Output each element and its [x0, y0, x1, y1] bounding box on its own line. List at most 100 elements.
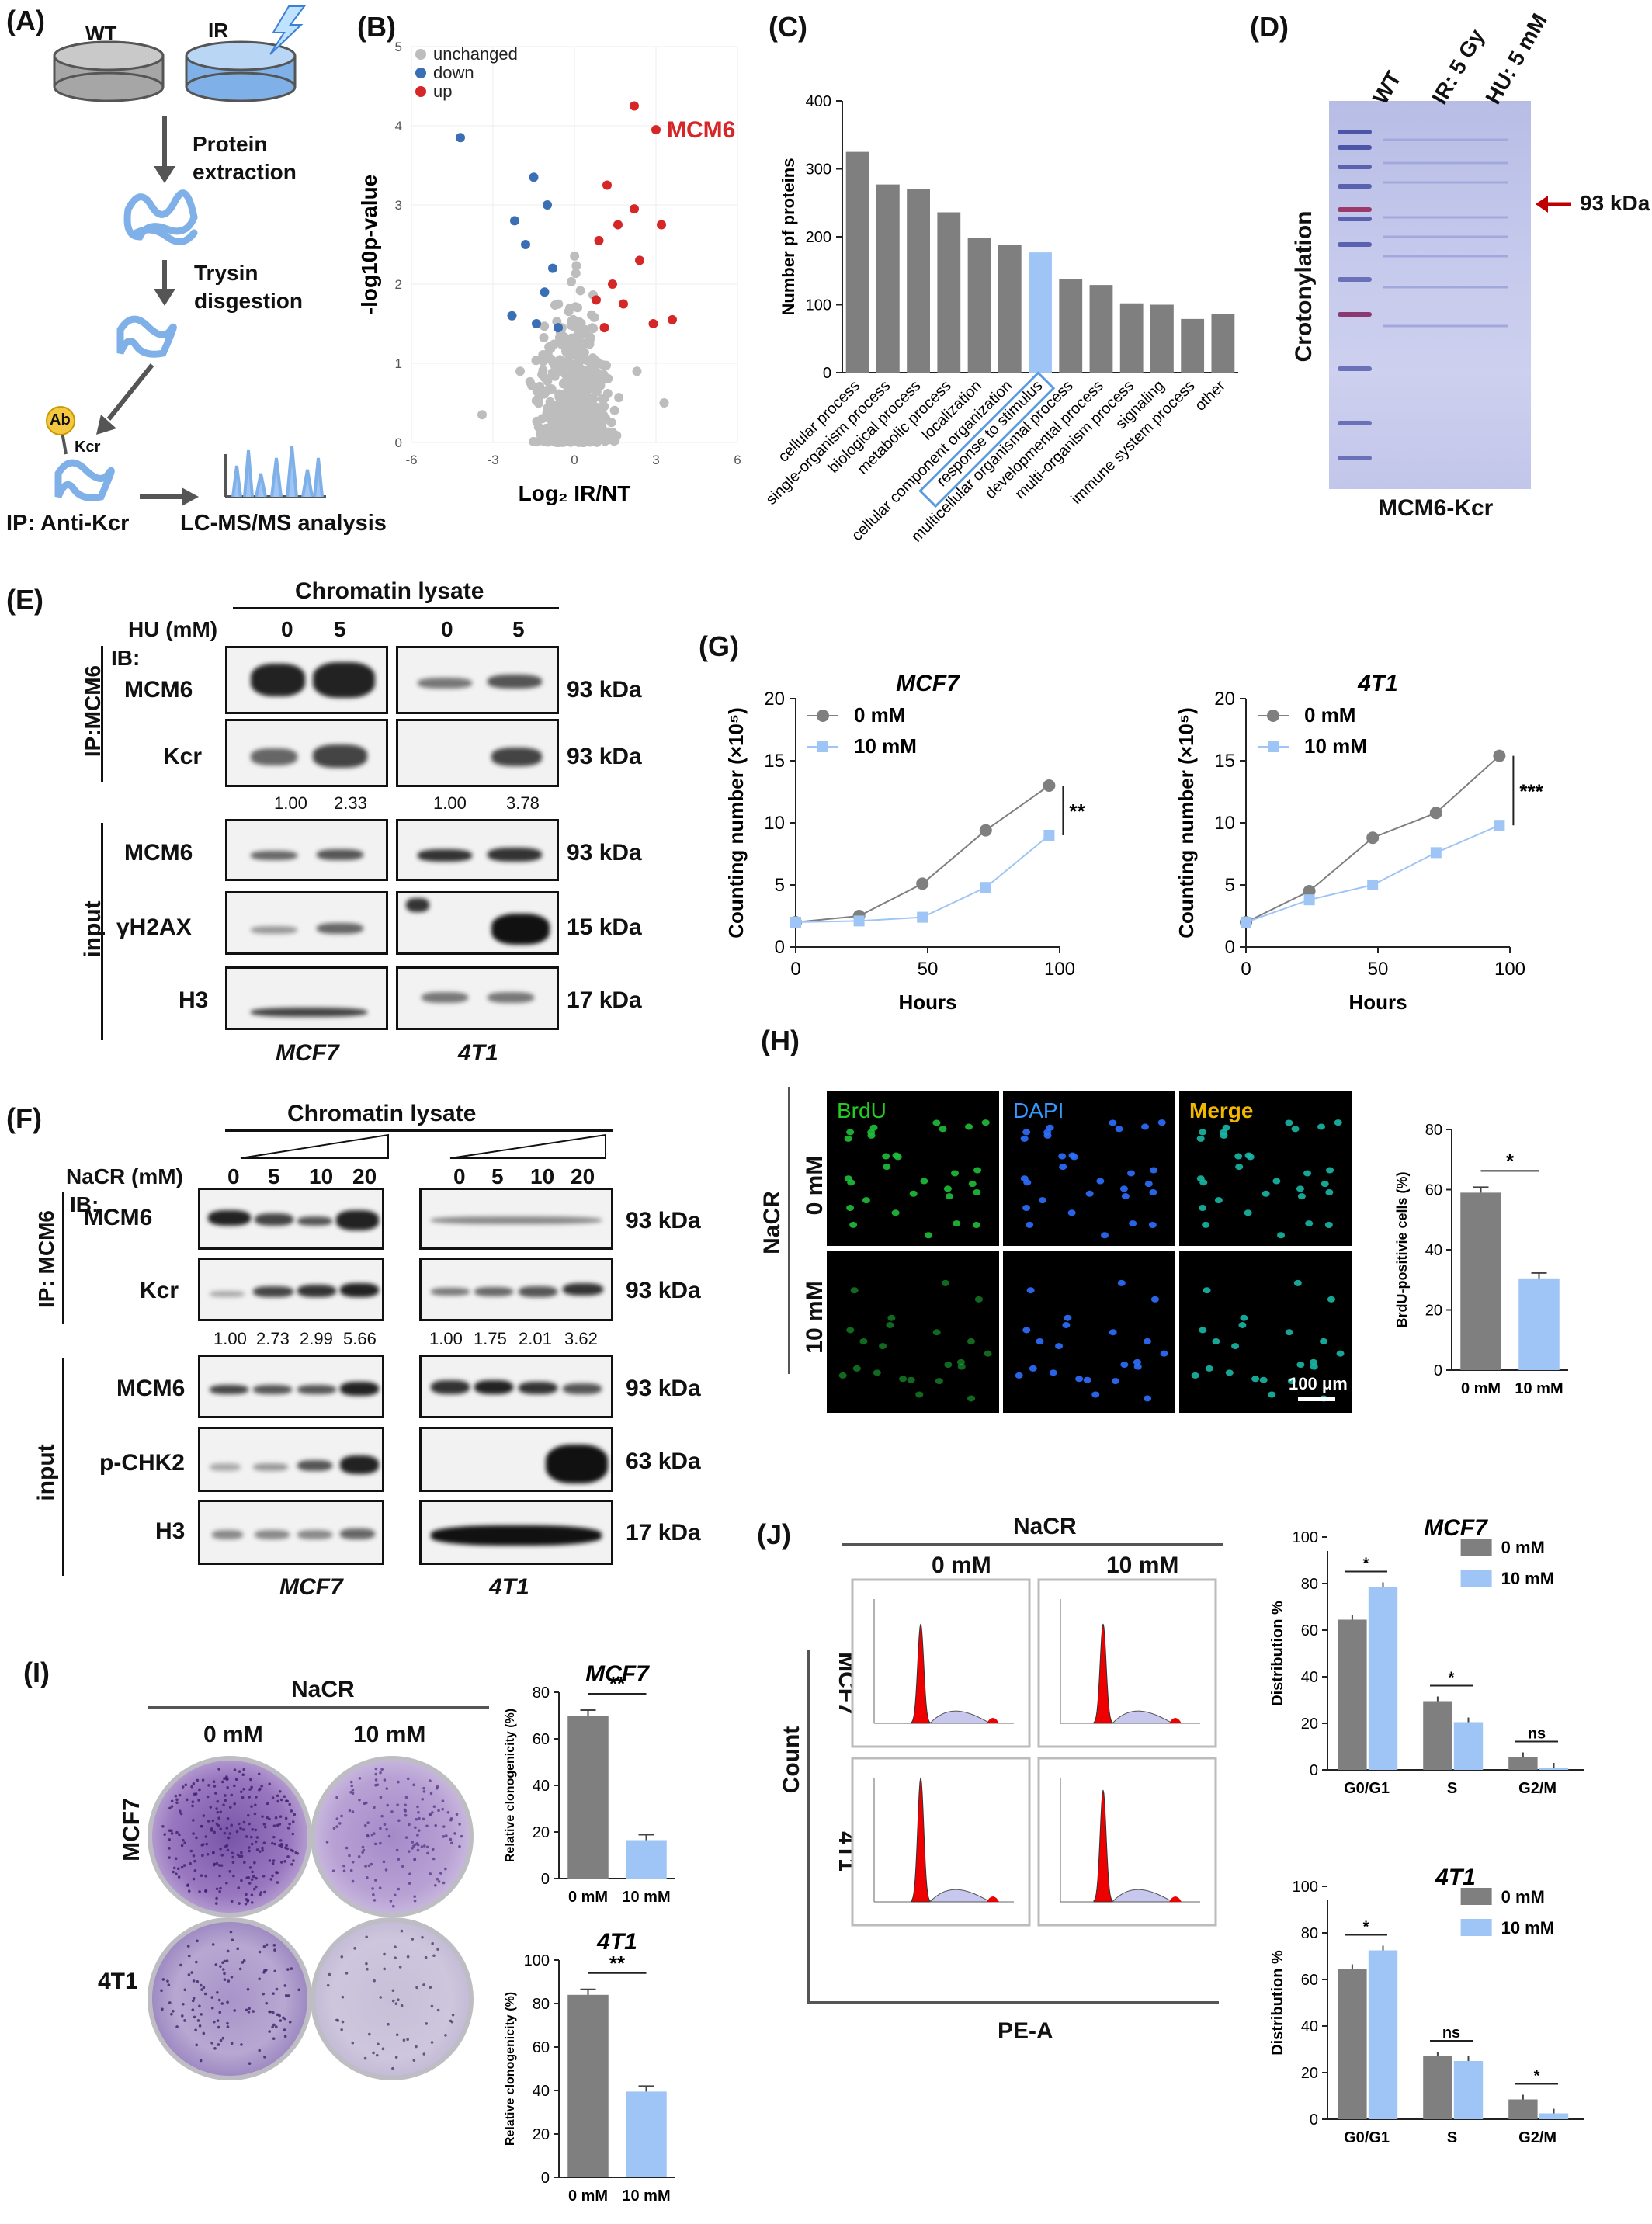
colony — [436, 1877, 439, 1881]
y-axis-label: Relative clonogenicity (%) — [504, 1992, 517, 2146]
unchanged-point — [477, 410, 487, 420]
g2-peak — [1169, 1718, 1182, 1723]
nucleus — [1235, 1164, 1244, 1171]
colony — [278, 1844, 281, 1848]
colony — [182, 1864, 186, 1867]
unchanged-point — [545, 407, 555, 417]
nucleus — [925, 1232, 933, 1239]
nucleus — [1157, 1119, 1166, 1126]
colony — [254, 1840, 258, 1844]
colony — [216, 1990, 219, 1994]
f-quant: 1.00 — [213, 1329, 247, 1348]
unchanged-point — [532, 416, 542, 426]
colony — [237, 1822, 241, 1826]
y-tick: 0 — [775, 937, 785, 958]
highlight-box — [918, 371, 1056, 508]
colony — [444, 2034, 447, 2037]
e-row-label: MCM6 — [124, 840, 193, 866]
colony — [291, 1832, 295, 1836]
colony — [248, 2007, 251, 2011]
colony — [266, 1816, 269, 1820]
channel-merge: Merge — [1189, 1098, 1254, 1122]
colony — [382, 1860, 386, 1864]
colony — [230, 1823, 234, 1827]
colony — [451, 2013, 455, 2017]
y-tick: 10 — [764, 813, 785, 834]
f-kda: 93 kDa — [626, 1278, 701, 1303]
colony — [408, 1823, 411, 1827]
colony — [387, 1834, 391, 1838]
nucleus — [1285, 1119, 1293, 1126]
colony — [261, 1846, 264, 1850]
nucleus — [1259, 1376, 1268, 1383]
colony — [262, 1945, 266, 1948]
nucleus — [1305, 1220, 1314, 1227]
colony — [397, 1998, 400, 2001]
ir-label: IR — [208, 19, 228, 42]
colony — [251, 1870, 254, 1874]
y-tick: 100 — [524, 1952, 550, 1969]
colony — [340, 2028, 343, 2031]
bar — [1368, 1587, 1398, 1770]
colony — [269, 1878, 273, 1881]
up-point — [592, 295, 601, 305]
data-point — [979, 824, 992, 837]
colony — [170, 1799, 174, 1803]
colony — [255, 1848, 259, 1851]
x-tick-label: single-organism process — [762, 377, 894, 508]
colony — [161, 1824, 165, 1828]
colony — [362, 1848, 366, 1852]
colony — [278, 2014, 281, 2018]
unchanged-point — [585, 339, 595, 349]
colony — [433, 1883, 437, 1887]
y-tick: 10 — [1214, 813, 1235, 834]
colony — [262, 1823, 266, 1826]
cell-cycle-chart-4t1: 4T1 0 20 40 60 80 100 * G0/G1 ns S * G2/M 0 mM 10 mM Di… — [1269, 1865, 1584, 2146]
colony — [411, 1938, 415, 1941]
nucleus — [1085, 1190, 1094, 1197]
colony — [209, 1806, 213, 1809]
colony — [226, 1786, 230, 1789]
bar — [567, 1716, 609, 1879]
chart-title: 4T1 — [1357, 671, 1398, 696]
blot-e-4t1-mcm6 — [396, 646, 559, 714]
bar — [1181, 318, 1205, 373]
y-tick: 80 — [1301, 1576, 1318, 1593]
colony — [383, 1823, 387, 1827]
legend-label: up — [433, 82, 452, 101]
nucleus — [1277, 1232, 1286, 1239]
nucleus — [951, 1170, 960, 1177]
x-tick: -6 — [405, 453, 417, 467]
nucleus — [981, 1119, 990, 1126]
unchanged-point — [562, 410, 572, 420]
e-kda: 17 kDa — [567, 987, 642, 1013]
nucleus — [1199, 1129, 1207, 1136]
y-tick: 40 — [1425, 1242, 1442, 1259]
blot-f-mcf7-mcm6 — [198, 1188, 384, 1250]
colony — [444, 1867, 447, 1871]
colony — [283, 1984, 287, 1987]
nucleus — [965, 1123, 974, 1130]
nucleus — [1244, 1209, 1252, 1216]
f-ib: IB: — [70, 1192, 99, 1216]
cell-nuclei — [838, 1119, 1345, 1402]
colony — [383, 1778, 387, 1782]
colony — [408, 1872, 411, 1876]
colony — [379, 1841, 382, 1845]
colony — [226, 1949, 230, 1953]
bar — [567, 1994, 609, 2177]
colony — [186, 1884, 189, 1887]
nucleus — [1059, 1164, 1067, 1171]
colony — [296, 1851, 299, 1855]
data-point — [1303, 894, 1315, 906]
colony — [174, 1857, 178, 1861]
blot-f-mcf7-input-mcm6 — [198, 1355, 384, 1418]
red-arrow-icon — [1536, 196, 1571, 213]
colony — [365, 1935, 368, 1939]
colony — [241, 1773, 245, 1777]
colony — [406, 1955, 410, 1959]
x-tick-label: 10 mM — [622, 2188, 670, 2205]
colony — [380, 1814, 384, 1818]
colony — [245, 1893, 248, 1896]
colony — [271, 1796, 275, 1799]
